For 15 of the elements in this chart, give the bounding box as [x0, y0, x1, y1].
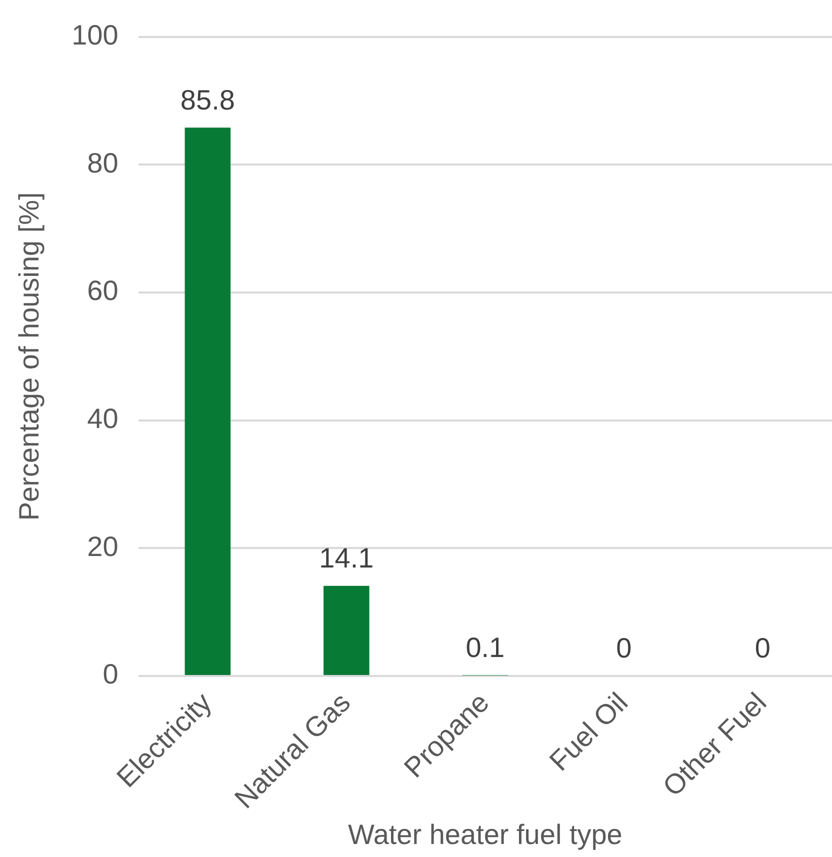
- bar: [324, 586, 370, 676]
- data-label: 0: [754, 632, 770, 664]
- y-axis-title: Percentage of housing [%]: [14, 192, 45, 521]
- bar: [184, 128, 231, 676]
- y-tick-label: 20: [87, 530, 118, 562]
- y-tick-label: 80: [87, 147, 118, 178]
- y-tick-label: 60: [87, 275, 118, 306]
- y-tick-label: 100: [72, 20, 118, 51]
- data-label: 0.1: [466, 632, 505, 664]
- data-label: 0: [616, 632, 632, 664]
- data-label: 85.8: [180, 84, 235, 116]
- y-tick-label: 40: [87, 403, 118, 434]
- data-label: 14.1: [319, 542, 374, 574]
- y-tick-label: 0: [102, 658, 118, 690]
- x-axis-title: Water heater fuel type: [348, 818, 622, 850]
